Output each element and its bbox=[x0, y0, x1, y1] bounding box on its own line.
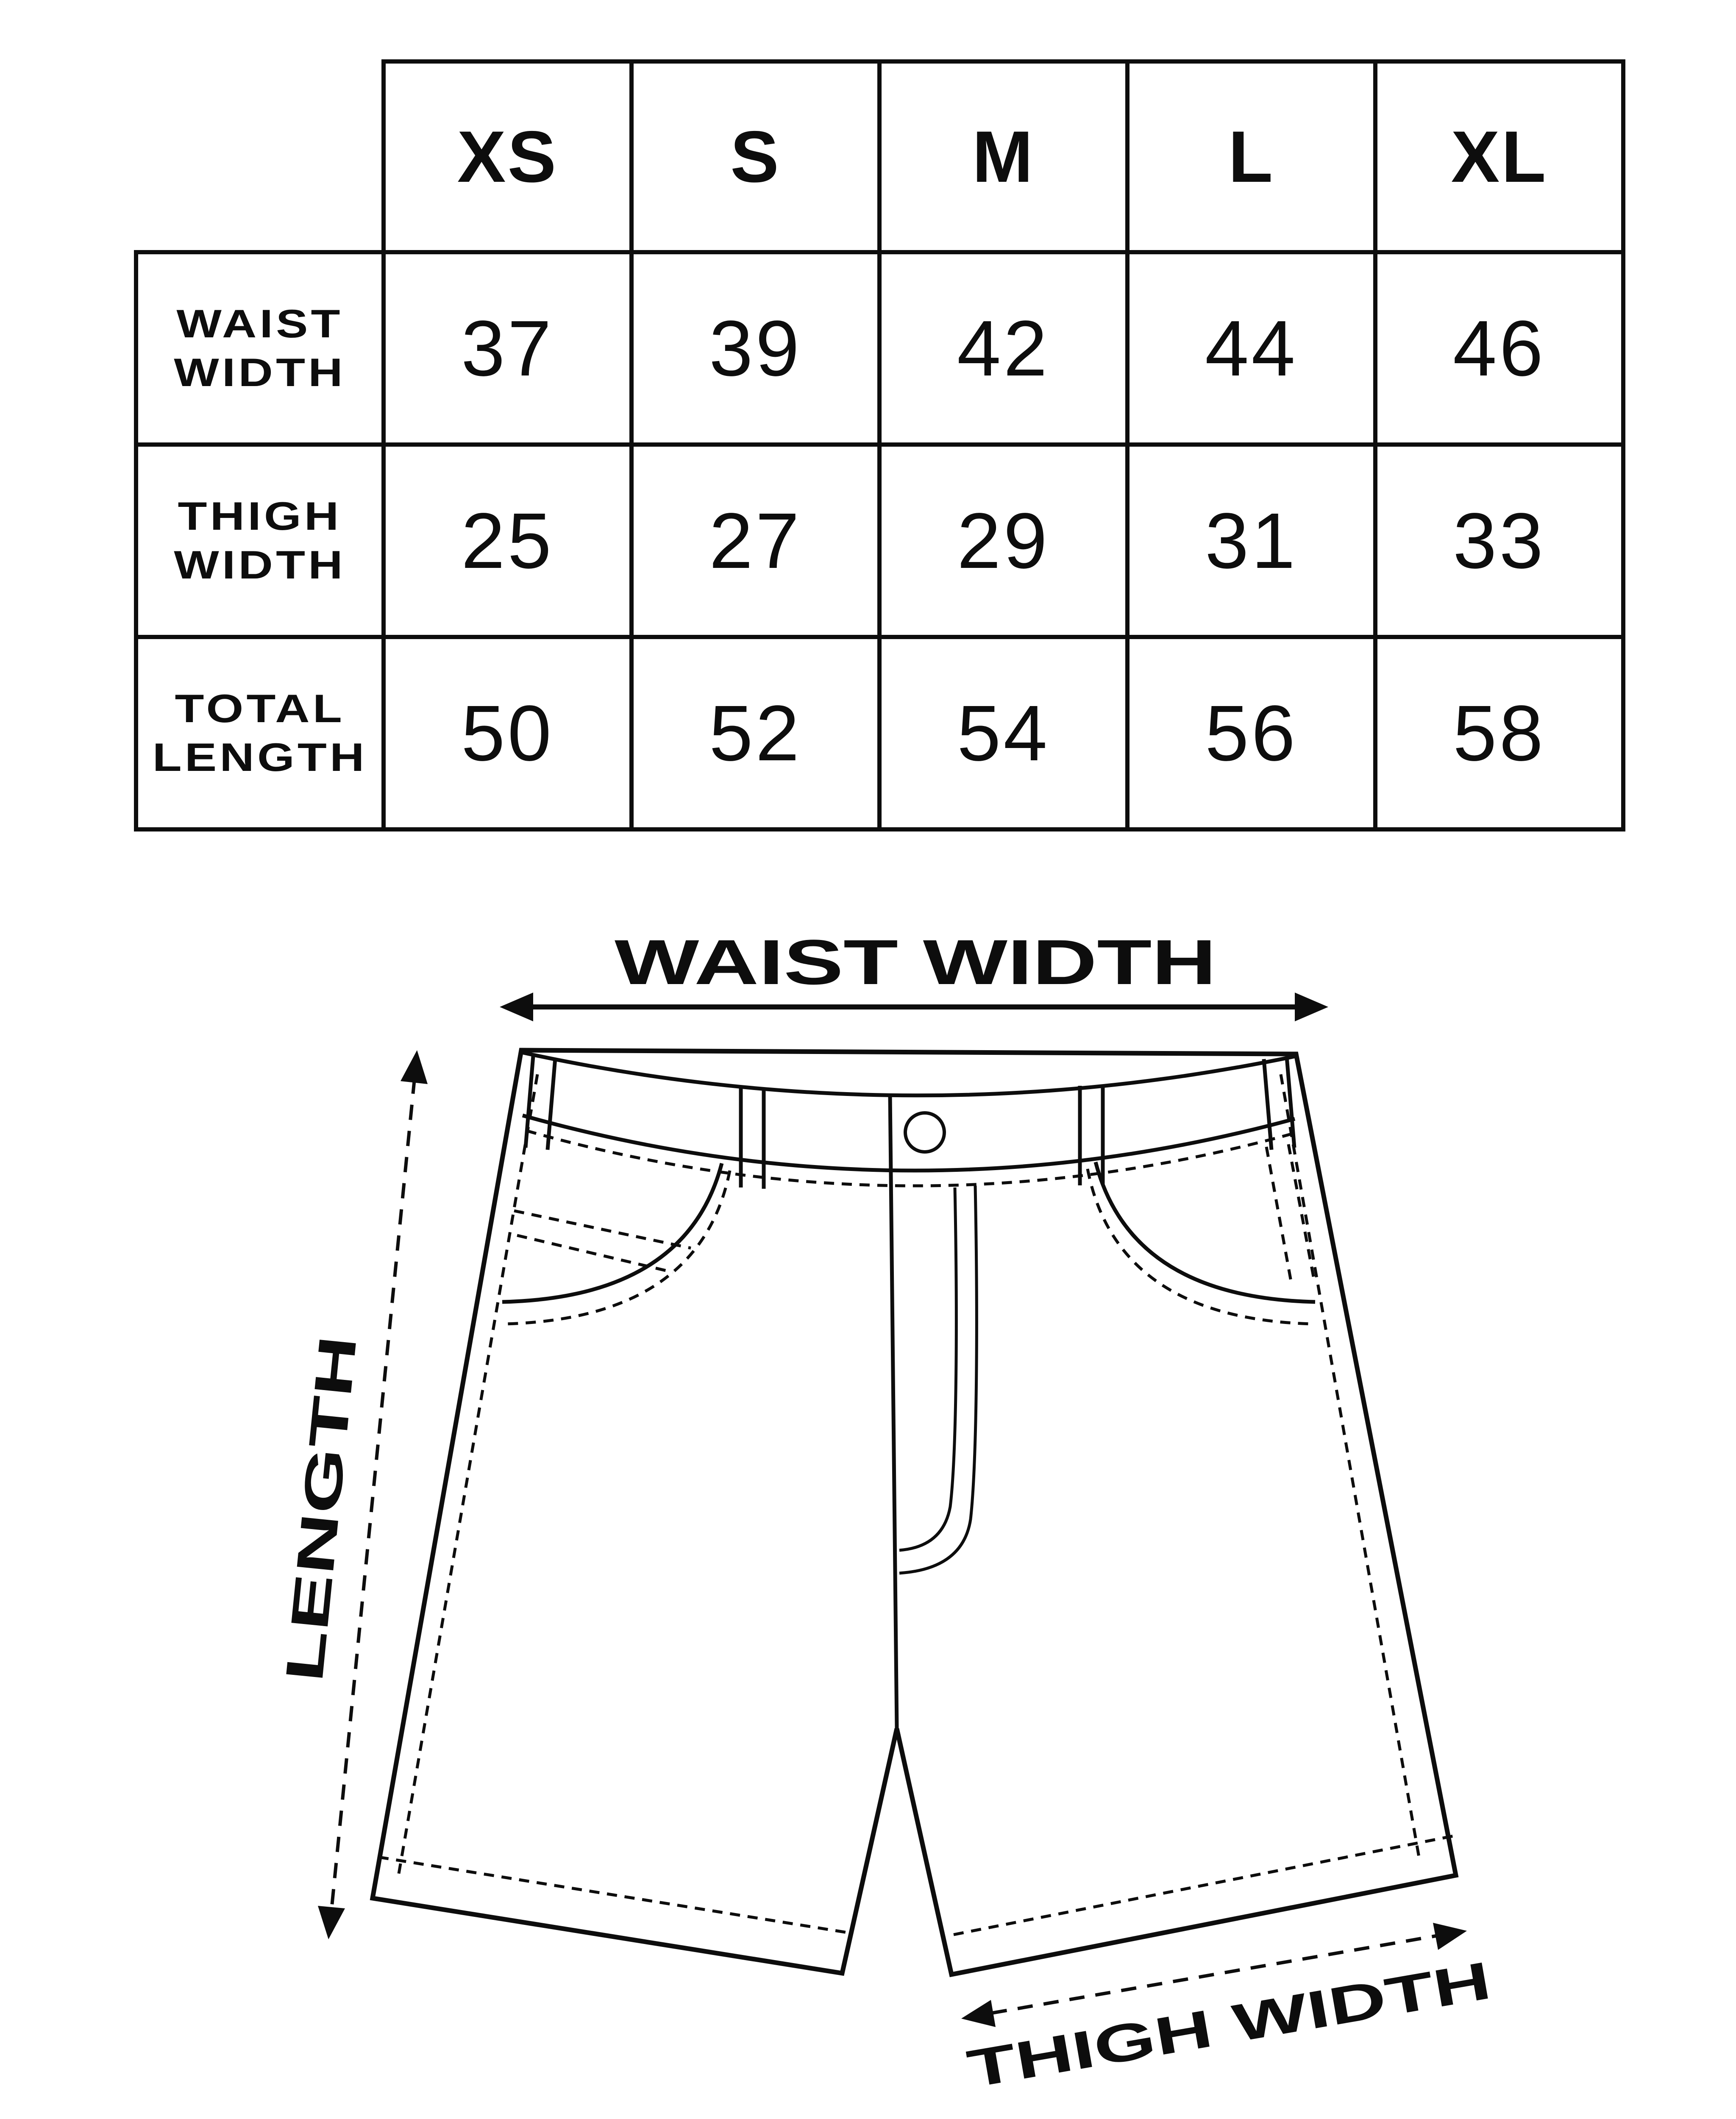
belt-loop bbox=[523, 1056, 557, 1150]
waistband-top-seam bbox=[521, 1050, 1296, 1098]
row-label-total-length: TOTAL LENGTH bbox=[134, 635, 386, 831]
cell-thigh-xl: 33 bbox=[1373, 442, 1625, 639]
right-hem-stitch bbox=[953, 1834, 1454, 1936]
arrowhead-down-icon bbox=[318, 1906, 345, 1939]
size-header-xl: XL bbox=[1373, 59, 1625, 254]
cell-length-xs: 50 bbox=[381, 635, 634, 831]
left-pocket-curve bbox=[502, 1162, 724, 1304]
table-row-waist-width: WAIST WIDTH 37 39 42 44 46 bbox=[134, 250, 1625, 447]
waist-width-arrow bbox=[500, 993, 1328, 1021]
left-hem-stitch bbox=[378, 1855, 848, 1934]
cell-thigh-xs: 25 bbox=[381, 442, 634, 639]
belt-loop bbox=[1078, 1085, 1105, 1185]
cell-waist-s: 39 bbox=[629, 250, 882, 447]
right-pocket-stitch bbox=[1086, 1168, 1313, 1326]
size-header-s: S bbox=[629, 59, 882, 254]
fly-j-stitch bbox=[899, 1187, 958, 1552]
length-arrow bbox=[318, 1050, 428, 1939]
arrowhead-right-icon bbox=[1295, 993, 1328, 1021]
left-pocket-facing-stitch bbox=[514, 1209, 691, 1274]
fly-j-stitch bbox=[899, 1185, 978, 1575]
waist-width-label: WAIST WIDTH bbox=[615, 926, 1216, 998]
center-front-seam bbox=[888, 1095, 899, 1729]
right-side-seam-stitch bbox=[1279, 1074, 1421, 1858]
left-side-seam-stitch bbox=[396, 1074, 539, 1881]
size-chart-table: XS S M L XL WAIST WIDTH 37 39 42 44 46 T… bbox=[134, 59, 1625, 831]
cell-length-xl: 58 bbox=[1373, 635, 1625, 831]
arrowhead-left-icon bbox=[500, 993, 533, 1021]
cell-waist-m: 42 bbox=[877, 250, 1130, 447]
arrowhead-left-icon bbox=[961, 2000, 996, 2027]
size-header-xs: XS bbox=[381, 59, 634, 254]
fly-detail bbox=[888, 1095, 978, 1729]
cell-length-l: 56 bbox=[1125, 635, 1377, 831]
right-pocket-facing-stitch bbox=[1265, 1144, 1316, 1286]
waistband bbox=[521, 1050, 1296, 1187]
cell-waist-l: 44 bbox=[1125, 250, 1377, 447]
thigh-width-arrow bbox=[961, 1923, 1467, 2027]
cell-length-s: 52 bbox=[629, 635, 882, 831]
size-header-row: XS S M L XL bbox=[136, 59, 1625, 254]
right-pocket bbox=[1086, 1144, 1316, 1326]
row-label-thigh-width: THIGH WIDTH bbox=[134, 442, 386, 639]
left-pocket bbox=[502, 1162, 732, 1326]
table-row-total-length: TOTAL LENGTH 50 52 54 56 58 bbox=[134, 635, 1625, 831]
cell-thigh-l: 31 bbox=[1125, 442, 1377, 639]
right-pocket-curve bbox=[1093, 1161, 1316, 1304]
length-label: LENGTH bbox=[275, 1333, 368, 1685]
waistband-bottom-seam bbox=[522, 1113, 1296, 1173]
stitch-lines bbox=[378, 1074, 1454, 1936]
row-label-waist-width: WAIST WIDTH bbox=[134, 250, 386, 447]
cell-waist-xl: 46 bbox=[1373, 250, 1625, 447]
fly-button-icon bbox=[904, 1111, 946, 1154]
shorts-outline bbox=[370, 1048, 1459, 1977]
cell-waist-xs: 37 bbox=[381, 250, 634, 447]
belt-loop bbox=[1262, 1057, 1296, 1150]
belt-loops bbox=[523, 1056, 1296, 1189]
size-header-m: M bbox=[877, 59, 1130, 254]
waistband-stitch-line bbox=[526, 1129, 1291, 1187]
cell-length-m: 54 bbox=[877, 635, 1130, 831]
belt-loop bbox=[739, 1086, 766, 1189]
left-pocket-stitch bbox=[504, 1170, 732, 1326]
cell-thigh-m: 29 bbox=[877, 442, 1130, 639]
table-row-thigh-width: THIGH WIDTH 25 27 29 31 33 bbox=[134, 442, 1625, 639]
arrowhead-right-icon bbox=[1433, 1923, 1467, 1950]
arrowhead-up-icon bbox=[401, 1050, 428, 1084]
cell-thigh-s: 27 bbox=[629, 442, 882, 639]
size-header-l: L bbox=[1125, 59, 1377, 254]
